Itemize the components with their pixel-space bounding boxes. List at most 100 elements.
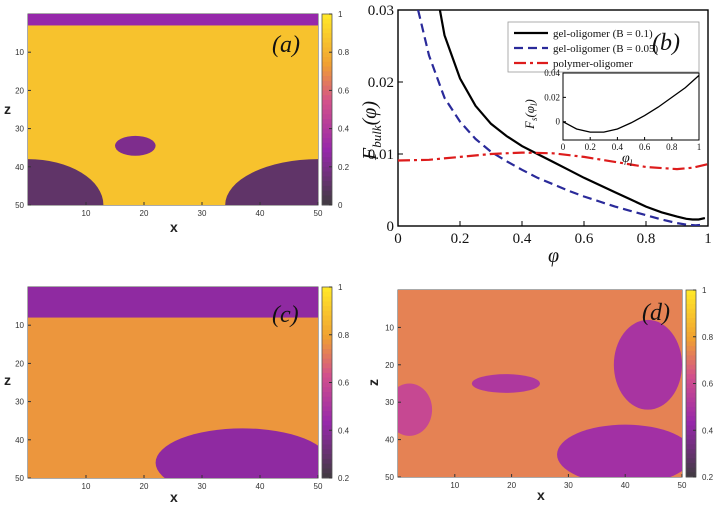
colorbar-segment (686, 397, 696, 403)
colorbar-segment (322, 334, 332, 341)
colorbar-segment (322, 291, 332, 298)
colorbar-segment (322, 320, 332, 326)
x-tick-label: 1 (704, 231, 712, 247)
colorbar-segment (686, 304, 696, 310)
colorbar-segment (322, 109, 332, 115)
colorbar-segment (686, 383, 696, 389)
colorbar-segment (322, 363, 332, 369)
inset-y-tick-label: 0.04 (544, 68, 560, 78)
colorbar-segment (686, 388, 696, 394)
y-tick-label: 20 (15, 359, 24, 368)
colorbar-segment (686, 458, 696, 464)
colorbar-segment (322, 56, 332, 63)
heatmap-blob (613, 319, 682, 410)
colorbar-tick-label: 0.4 (338, 426, 350, 435)
colorbar-segment (322, 66, 332, 72)
colorbar-segment (322, 142, 332, 149)
colorbar-segment (322, 123, 332, 130)
y-tick-label: 0.01 (368, 147, 394, 163)
colorbar-segment (322, 152, 332, 158)
heatmap-quarter-disc (28, 159, 104, 205)
colorbar-segment (322, 420, 332, 426)
y-tick-label: 0 (387, 219, 395, 235)
panel-label-b: (b) (652, 30, 680, 56)
colorbar-segment (322, 166, 332, 173)
heatmap-panel-c: 10 20 30 40 50 10 20 30 40 50 0.2 0.4 0.6 0.8 1 (c) x… (4, 283, 350, 505)
x-tick-label: 0.8 (637, 231, 656, 247)
x-tick-label: 20 (507, 481, 516, 490)
inset-x-tick-label: 0.2 (585, 142, 596, 152)
colorbar-tick-label: 0.2 (338, 474, 350, 483)
colorbar-segment (322, 185, 332, 192)
colorbar-segment (322, 411, 332, 417)
colorbar-segment (322, 37, 332, 44)
colorbar-segment (322, 18, 332, 25)
colorbar-tick-label: 1 (702, 286, 707, 295)
colorbar-segment (322, 435, 332, 441)
x-tick-label: 30 (198, 209, 207, 218)
heatmap-blob (557, 424, 682, 477)
colorbar-segment (322, 377, 332, 383)
colorbar-segment (322, 190, 332, 196)
colorbar-segment (686, 308, 696, 314)
colorbar-segment (686, 430, 696, 436)
colorbar-segment (322, 287, 332, 293)
x-axis-label-c: x (170, 489, 178, 505)
heatmap-droplet (115, 135, 156, 156)
colorbar-segment (322, 325, 332, 331)
y-tick-label: 40 (15, 436, 24, 445)
colorbar-segment (686, 462, 696, 469)
colorbar-segment (322, 306, 332, 312)
colorbar-segment (322, 301, 332, 307)
x-tick-label: 0 (394, 231, 402, 247)
y-axis-label-b: Fbulk(φ) (359, 101, 384, 161)
colorbar-segment (686, 406, 696, 413)
colorbar-segment (686, 416, 696, 422)
colorbar-segment (322, 99, 332, 106)
colorbar-tick-label: 0.8 (338, 331, 350, 340)
legend-label-2: gel-oligomer (B = 0.05) (553, 43, 659, 55)
colorbar-tick-label: 0.4 (702, 426, 714, 435)
colorbar-segment (322, 344, 332, 350)
colorbar-segment (322, 339, 332, 345)
x-tick-label: 10 (82, 209, 91, 218)
colorbar-segment (322, 90, 332, 96)
colorbar-segment (322, 157, 332, 163)
colorbar-segment (322, 138, 332, 144)
inset-x-tick-label: 0.6 (639, 142, 651, 152)
heatmap-droplet (471, 374, 540, 393)
colorbar-segment (686, 402, 696, 408)
heatmap-quarter-disc (225, 159, 318, 205)
x-tick-label: 20 (140, 482, 149, 491)
colorbar-segment (686, 290, 696, 296)
y-tick-label: 10 (385, 323, 394, 332)
x-tick-label: 40 (256, 482, 265, 491)
x-tick-label: 0.4 (513, 231, 532, 247)
colorbar-segment (322, 439, 332, 446)
colorbar-segment (686, 444, 696, 450)
x-tick-label: 0.6 (575, 231, 594, 247)
x-tick-label: 50 (678, 481, 687, 490)
colorbar-segment (686, 346, 696, 352)
x-tick-label: 10 (450, 481, 459, 490)
colorbar-segment (686, 425, 696, 431)
colorbar-tick-label: 0.8 (702, 333, 714, 342)
colorbar-segment (322, 425, 332, 431)
colorbar-segment (686, 294, 696, 300)
colorbar-segment (686, 355, 696, 361)
colorbar-segment (322, 52, 332, 58)
y-tick-label: 40 (385, 436, 394, 445)
y-tick-label: 30 (385, 398, 394, 407)
y-axis-label-c: z (4, 372, 11, 388)
colorbar-segment (686, 322, 696, 328)
x-tick-label: 30 (198, 482, 207, 491)
colorbar-segment (686, 467, 696, 473)
legend-label-3: polymer-oligomer (553, 58, 633, 70)
colorbar-tick-label: 1 (338, 283, 343, 292)
colorbar-segment (686, 378, 696, 384)
y-axis-label-d: z (365, 379, 381, 386)
colorbar-segment (322, 310, 332, 317)
colorbar-segment (686, 472, 696, 478)
x-tick-label: 30 (564, 481, 573, 490)
